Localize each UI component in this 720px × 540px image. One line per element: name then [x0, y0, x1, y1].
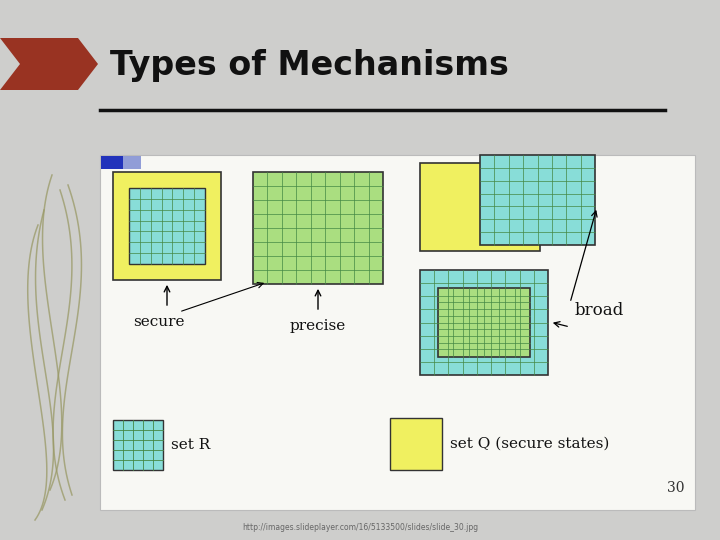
Text: Types of Mechanisms: Types of Mechanisms	[110, 50, 509, 83]
Text: set R: set R	[171, 438, 210, 452]
Polygon shape	[0, 38, 98, 90]
Bar	[420, 270, 548, 375]
Bar	[113, 420, 163, 470]
Bar	[113, 172, 221, 280]
Bar	[123, 156, 141, 169]
Text: secure: secure	[133, 315, 185, 329]
Text: precise: precise	[290, 319, 346, 333]
Text: broad: broad	[575, 302, 624, 319]
Text: 30: 30	[667, 481, 685, 495]
Text: http://images.slideplayer.com/16/5133500/slides/slide_30.jpg: http://images.slideplayer.com/16/5133500…	[242, 523, 478, 532]
Bar	[438, 288, 530, 357]
Bar	[390, 418, 442, 470]
Bar	[420, 163, 540, 251]
Bar	[100, 155, 695, 510]
Bar	[101, 156, 123, 169]
Text: set Q (secure states): set Q (secure states)	[450, 437, 609, 451]
Bar	[129, 188, 205, 264]
Bar	[253, 172, 383, 284]
Bar	[480, 155, 595, 245]
